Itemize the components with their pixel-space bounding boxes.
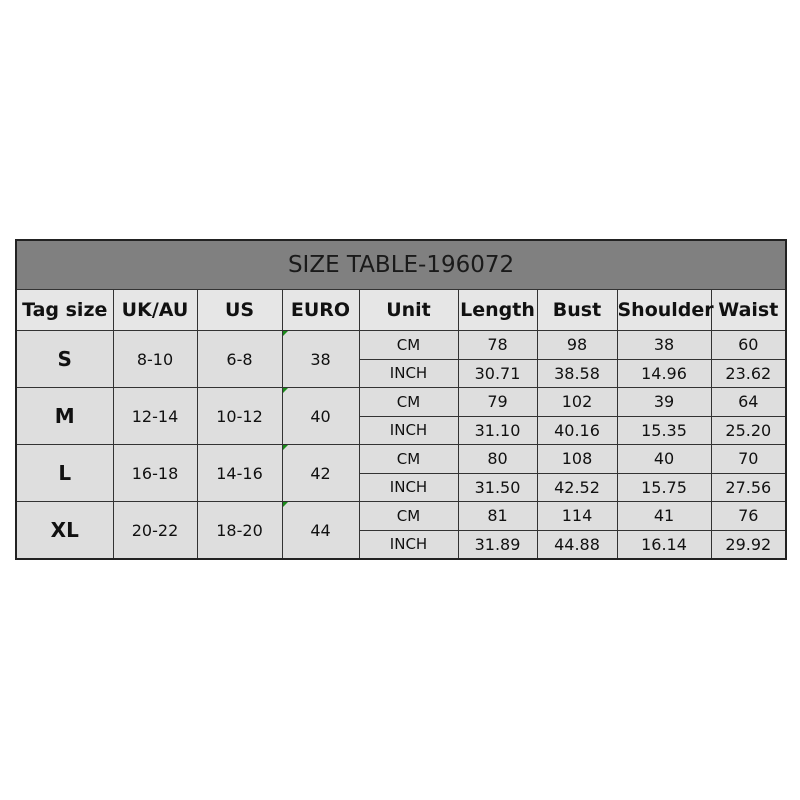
waist-cell: 70	[710, 444, 787, 474]
header-length: Length	[457, 289, 538, 331]
table-row-cm: S 8-10 6-8 38 CM 78 98 38 60	[15, 330, 787, 388]
bust-cell: 44.88	[536, 529, 618, 560]
tag-size-cell: M	[15, 387, 114, 445]
bust-cell: 114	[536, 501, 618, 531]
table-row-cm: M 12-14 10-12 40 CM 79 102 39 64	[15, 387, 787, 445]
shoulder-cell: 15.35	[616, 415, 712, 445]
unit-cell: CM	[358, 444, 459, 474]
length-cell: 81	[457, 501, 538, 531]
table-row-inch: INCH 31.89 44.88 16.14 29.92	[16, 529, 787, 560]
euro-cell: 44	[281, 501, 360, 560]
length-cell: 30.71	[457, 358, 538, 388]
bust-cell: 108	[536, 444, 618, 474]
unit-cell: CM	[358, 330, 459, 360]
shoulder-cell: 40	[616, 444, 712, 474]
shoulder-cell: 15.75	[616, 472, 712, 502]
header-row: Tag size UK/AU US EURO Unit Length Bust Shoulde…	[15, 289, 787, 331]
table-row-cm: XL 20-22 18-20 44 CM 81 114 41 76	[15, 501, 787, 560]
euro-cell: 42	[281, 444, 360, 502]
waist-cell: 76	[710, 501, 787, 531]
us-cell: 6-8	[196, 330, 283, 388]
euro-cell: 40	[281, 387, 360, 445]
size-table: SIZE TABLE-196072 Tag size UK/AU US EURO Uni…	[15, 239, 788, 560]
uk-au-cell: 20-22	[112, 501, 198, 560]
shoulder-cell: 38	[616, 330, 712, 360]
bust-cell: 38.58	[536, 358, 618, 388]
table-row-inch: INCH 31.10 40.16 15.35 25.20	[16, 415, 787, 445]
shoulder-cell: 16.14	[616, 529, 712, 560]
header-tag-size: Tag size	[15, 289, 114, 331]
waist-cell: 29.92	[710, 529, 787, 560]
unit-cell: INCH	[358, 472, 459, 502]
shoulder-cell: 14.96	[616, 358, 712, 388]
bust-cell: 102	[536, 387, 618, 417]
table-row-cm: L 16-18 14-16 42 CM 80 108 40 70	[15, 444, 787, 502]
tag-size-cell: L	[15, 444, 114, 502]
waist-cell: 25.20	[710, 415, 787, 445]
length-cell: 31.50	[457, 472, 538, 502]
length-cell: 80	[457, 444, 538, 474]
uk-au-cell: 8-10	[112, 330, 198, 388]
header-us: US	[196, 289, 283, 331]
header-unit: Unit	[358, 289, 459, 331]
us-cell: 18-20	[196, 501, 283, 560]
table-row-inch: INCH 30.71 38.58 14.96 23.62	[16, 358, 787, 388]
header-uk-au: UK/AU	[112, 289, 198, 331]
header-euro: EURO	[281, 289, 360, 331]
tag-size-cell: XL	[15, 501, 114, 560]
waist-cell: 27.56	[710, 472, 787, 502]
table-row-inch: INCH 31.50 42.52 15.75 27.56	[16, 472, 787, 502]
header-waist: Waist	[710, 289, 787, 331]
unit-cell: INCH	[358, 358, 459, 388]
uk-au-cell: 12-14	[112, 387, 198, 445]
unit-cell: CM	[358, 387, 459, 417]
waist-cell: 23.62	[710, 358, 787, 388]
table-title: SIZE TABLE-196072	[15, 239, 787, 290]
length-cell: 78	[457, 330, 538, 360]
length-cell: 79	[457, 387, 538, 417]
unit-cell: INCH	[358, 415, 459, 445]
bust-cell: 98	[536, 330, 618, 360]
euro-cell: 38	[281, 330, 360, 388]
us-cell: 10-12	[196, 387, 283, 445]
us-cell: 14-16	[196, 444, 283, 502]
unit-cell: INCH	[358, 529, 459, 560]
length-cell: 31.10	[457, 415, 538, 445]
shoulder-cell: 41	[616, 501, 712, 531]
bust-cell: 42.52	[536, 472, 618, 502]
waist-cell: 64	[710, 387, 787, 417]
unit-cell: CM	[358, 501, 459, 531]
shoulder-cell: 39	[616, 387, 712, 417]
uk-au-cell: 16-18	[112, 444, 198, 502]
header-bust: Bust	[536, 289, 618, 331]
header-shoulder: Shoulder	[616, 289, 714, 331]
bust-cell: 40.16	[536, 415, 618, 445]
tag-size-cell: S	[15, 330, 114, 388]
waist-cell: 60	[710, 330, 787, 360]
length-cell: 31.89	[457, 529, 538, 560]
